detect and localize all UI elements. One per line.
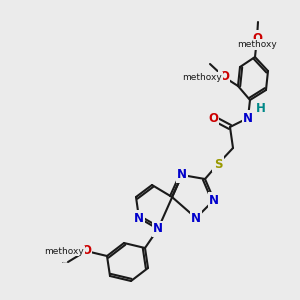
Text: N: N: [134, 212, 144, 224]
Text: O: O: [219, 70, 229, 83]
Text: N: N: [153, 223, 163, 236]
Text: methoxy: methoxy: [237, 40, 277, 49]
Text: O: O: [81, 244, 91, 257]
Text: O: O: [208, 112, 218, 124]
Text: methoxy: methoxy: [62, 261, 68, 262]
Text: methoxy: methoxy: [182, 73, 222, 82]
Text: N: N: [243, 112, 253, 124]
Text: N: N: [177, 169, 187, 182]
Text: N: N: [209, 194, 219, 206]
Text: N: N: [191, 212, 201, 224]
Text: S: S: [214, 158, 222, 170]
Text: methoxy: methoxy: [44, 247, 84, 256]
Text: H: H: [256, 101, 266, 115]
Text: O: O: [252, 32, 262, 44]
